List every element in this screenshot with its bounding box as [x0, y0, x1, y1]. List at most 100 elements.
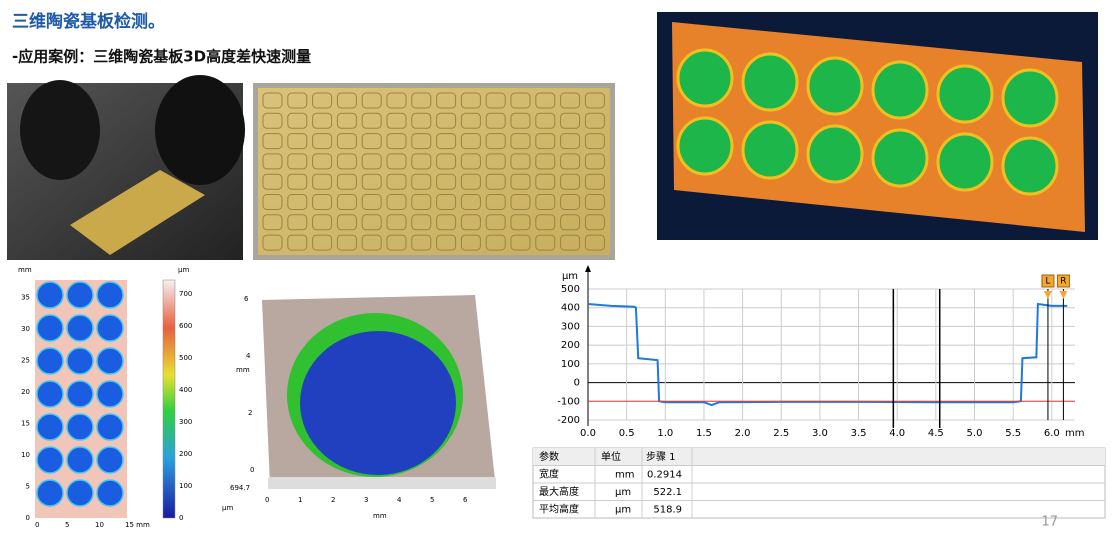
- y-tick-label: 30: [21, 325, 30, 333]
- cell: [66, 413, 94, 441]
- colorbar-unit: µm: [178, 266, 189, 274]
- x-tick-label: 1.5: [696, 428, 712, 439]
- cell: [336, 234, 357, 251]
- cell: [436, 112, 457, 129]
- cell: [361, 173, 382, 190]
- cell: [411, 153, 432, 170]
- cell: [411, 194, 432, 210]
- cell: [336, 173, 357, 190]
- cell: [411, 112, 432, 129]
- y-tick-label: 25: [21, 357, 30, 365]
- cell: [287, 133, 308, 150]
- x-tick-label: 2.5: [773, 428, 789, 439]
- cell: [336, 153, 357, 170]
- y-tick-label: -200: [557, 415, 580, 426]
- y-tick-label: 20: [21, 388, 30, 396]
- cell: [386, 92, 407, 109]
- cell: [287, 112, 308, 129]
- y-tick-label: 0: [26, 514, 30, 522]
- x-tick-label: 0.0: [580, 428, 596, 439]
- table-header: 单位: [601, 450, 621, 463]
- cell: [485, 112, 506, 129]
- y-tick-label: 5: [26, 483, 30, 491]
- profile-chart: -200 -100 0 100 200 300 400 500 0.0 0.5 1.0 1.5 2.0 2…: [557, 265, 1084, 439]
- cell: [96, 347, 124, 375]
- cell: [460, 234, 481, 251]
- cell: [36, 314, 64, 342]
- x-tick-label: 5: [430, 496, 434, 504]
- colorbar-tick: 400: [179, 386, 192, 394]
- cell: [361, 194, 382, 210]
- cell: [36, 281, 64, 309]
- y-tick-label: 6: [244, 295, 249, 303]
- y-tick-label: 500: [561, 284, 580, 295]
- cell: [386, 234, 407, 251]
- board: [70, 170, 205, 255]
- cell: [510, 112, 531, 129]
- axis-arrow: [585, 265, 591, 272]
- cell: [386, 194, 407, 210]
- x-tick-label: 5.5: [1005, 428, 1021, 439]
- x-tick-label: 4: [397, 496, 402, 504]
- cell: [485, 133, 506, 150]
- cell: [312, 214, 333, 231]
- x-tick-label: 4.0: [889, 428, 905, 439]
- cell: [485, 92, 506, 109]
- cell: [741, 120, 799, 180]
- cell: [411, 133, 432, 150]
- cell: [361, 214, 382, 231]
- cell: [262, 112, 283, 129]
- cell: [287, 194, 308, 210]
- cell: [312, 153, 333, 170]
- render-base: [268, 477, 496, 489]
- cell: [361, 112, 382, 129]
- camera: [155, 75, 245, 185]
- table-cell: 平均高度: [539, 502, 579, 515]
- y-tick-label: -100: [557, 396, 580, 407]
- cell: [287, 173, 308, 190]
- colorbar-tick: 100: [179, 482, 192, 490]
- x-tick-label: 0.5: [619, 428, 635, 439]
- cell: [936, 64, 994, 124]
- x-tick-label: 3: [364, 496, 368, 504]
- cell: [560, 92, 581, 109]
- table-cell: 518.9: [653, 504, 682, 515]
- cell: [386, 173, 407, 190]
- camera: [20, 80, 100, 180]
- cell: [336, 112, 357, 129]
- x-tick-label: 2.0: [735, 428, 751, 439]
- x-tick-label: 0: [35, 521, 39, 529]
- table-header-bg: [533, 448, 1105, 466]
- cell: [436, 194, 457, 210]
- colorbar-tick: 600: [179, 322, 192, 330]
- cell: [535, 112, 556, 129]
- cell: [312, 112, 333, 129]
- cell: [535, 173, 556, 190]
- cell: [287, 92, 308, 109]
- cell: [676, 116, 734, 176]
- render-well: [300, 331, 456, 475]
- cell: [36, 479, 64, 507]
- cell: [312, 173, 333, 190]
- cell: [66, 347, 94, 375]
- cell: [460, 153, 481, 170]
- marker-label: L: [1045, 277, 1050, 287]
- cell: [386, 214, 407, 231]
- cell: [312, 133, 333, 150]
- cell: [96, 314, 124, 342]
- cell: [96, 479, 124, 507]
- cell: [510, 92, 531, 109]
- cell: [510, 214, 531, 231]
- cell: [936, 132, 994, 192]
- cell: [485, 173, 506, 190]
- y-tick-label: 35: [21, 294, 30, 302]
- colorbar-tick: 0: [179, 514, 183, 522]
- cell: [460, 214, 481, 231]
- cell: [436, 214, 457, 231]
- cell: [510, 194, 531, 210]
- title: 三维陶瓷基板检测。: [12, 11, 165, 32]
- cell: [436, 133, 457, 150]
- cell: [584, 194, 605, 210]
- x-tick-label: 4.5: [928, 428, 944, 439]
